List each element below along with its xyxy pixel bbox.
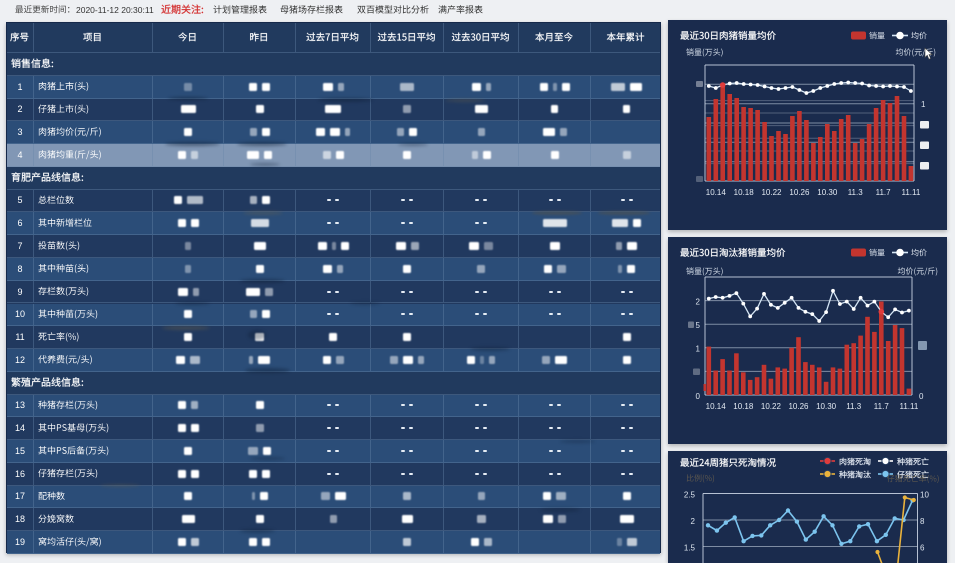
svg-text:11.7: 11.7 xyxy=(876,188,892,197)
svg-text:0: 0 xyxy=(696,392,701,401)
svg-text:1.5: 1.5 xyxy=(684,544,696,553)
svg-text:10.22: 10.22 xyxy=(761,188,782,197)
svg-text:8: 8 xyxy=(920,517,925,526)
svg-text:10.30: 10.30 xyxy=(816,402,837,411)
svg-text:2: 2 xyxy=(691,517,696,526)
svg-text:10.22: 10.22 xyxy=(761,402,782,411)
svg-text:0: 0 xyxy=(919,392,924,401)
svg-text:2.5: 2.5 xyxy=(684,491,696,500)
svg-text:10.14: 10.14 xyxy=(706,188,727,197)
svg-text:10.18: 10.18 xyxy=(734,188,755,197)
svg-text:11.7: 11.7 xyxy=(874,402,890,411)
svg-text:11.3: 11.3 xyxy=(848,188,864,197)
svg-text:10.14: 10.14 xyxy=(706,402,727,411)
svg-text:11.11: 11.11 xyxy=(899,402,918,411)
svg-text:1: 1 xyxy=(696,345,701,354)
svg-text:6: 6 xyxy=(920,544,925,553)
svg-text:10.26: 10.26 xyxy=(788,402,809,411)
svg-text:10.30: 10.30 xyxy=(817,188,838,197)
svg-text:2: 2 xyxy=(696,297,701,306)
svg-text:11.3: 11.3 xyxy=(846,402,862,411)
svg-text:5: 5 xyxy=(696,321,701,330)
svg-text:1: 1 xyxy=(921,100,926,109)
svg-text:11.11: 11.11 xyxy=(901,188,920,197)
svg-text:10.18: 10.18 xyxy=(733,402,754,411)
svg-text:10: 10 xyxy=(920,491,929,500)
svg-text:10.26: 10.26 xyxy=(789,188,810,197)
